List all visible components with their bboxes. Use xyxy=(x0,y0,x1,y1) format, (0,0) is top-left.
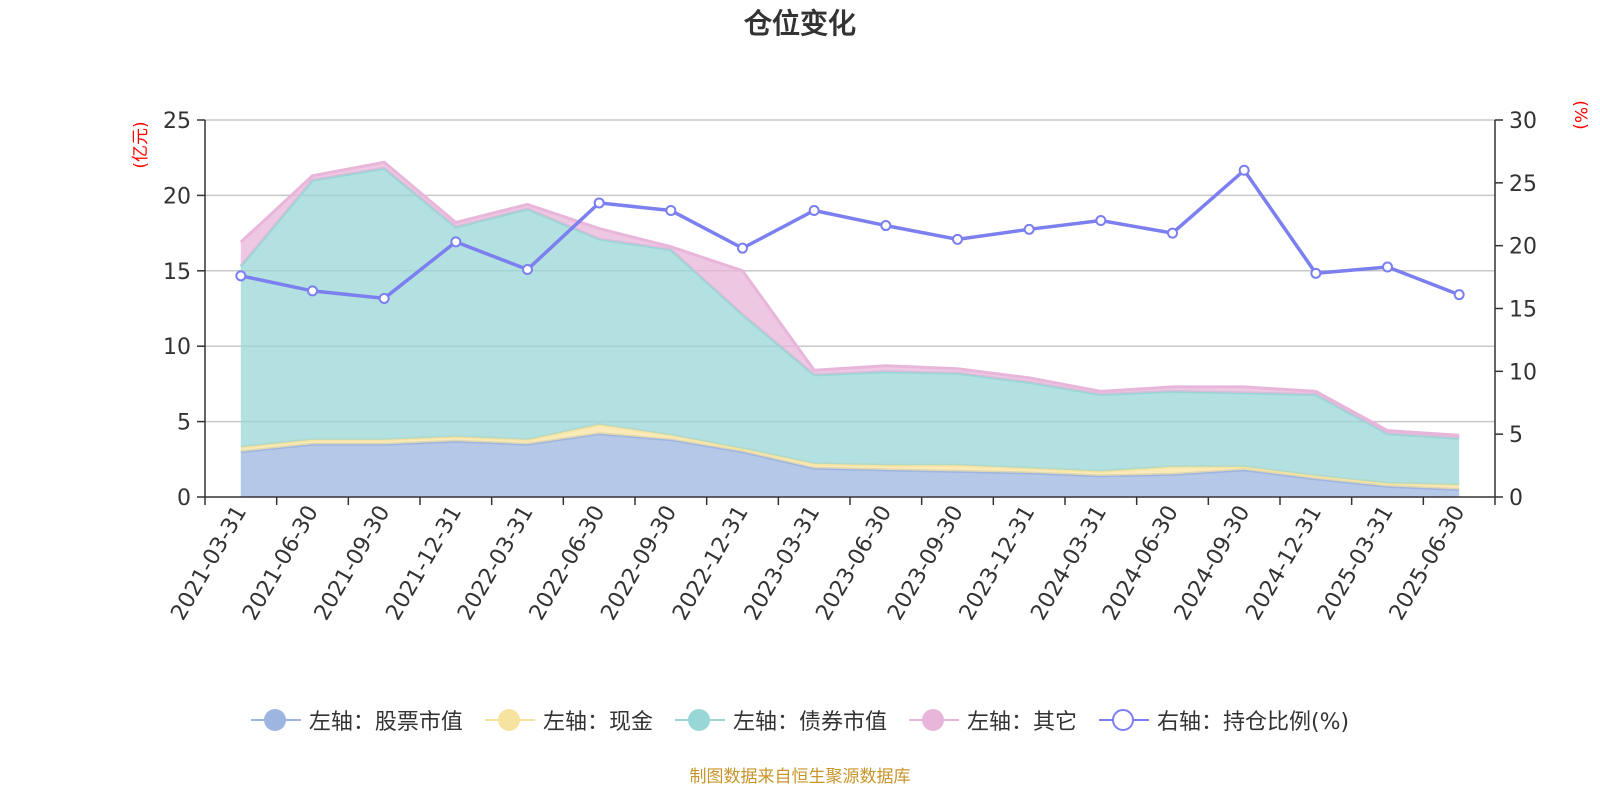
ratio-point xyxy=(1095,215,1107,227)
x-tick-label: 2025-06-30 xyxy=(1385,502,1471,625)
legend-label: 左轴：现金 xyxy=(542,710,653,735)
ratio-point xyxy=(235,270,247,282)
ratio-point xyxy=(737,242,748,254)
left-axis-unit-label: (亿元) xyxy=(131,121,151,168)
legend-item[interactable]: 左轴：现金 xyxy=(484,704,653,736)
right-tick-label: 10 xyxy=(1509,360,1537,385)
ratio-line xyxy=(235,164,1465,304)
legend-marker-icon xyxy=(250,705,301,735)
x-tick-label: 2022-12-31 xyxy=(668,502,754,625)
legend-item[interactable]: 左轴：其它 xyxy=(908,704,1077,736)
x-tick-label: 2024-12-31 xyxy=(1241,502,1327,625)
ratio-point xyxy=(522,264,533,276)
ratio-point xyxy=(1023,223,1035,235)
x-tick-label: 2022-03-31 xyxy=(453,502,539,625)
legend-label: 左轴：债券市值 xyxy=(732,710,887,735)
chart-title: 仓位变化 xyxy=(743,7,856,40)
ratio-point xyxy=(593,197,605,209)
source-note: 制图数据来自恒生聚源数据库 xyxy=(689,767,911,787)
ratio-point xyxy=(880,220,892,232)
legend-marker-icon xyxy=(484,705,535,735)
x-tick-label: 2021-03-31 xyxy=(166,502,252,625)
x-tick-label: 2023-03-31 xyxy=(740,502,826,625)
left-tick-label: 5 xyxy=(177,411,191,436)
ratio-point xyxy=(808,204,820,216)
x-tick-label: 2023-09-30 xyxy=(883,502,969,625)
area-左轴：股票市值 xyxy=(240,433,1460,497)
right-tick-label: 20 xyxy=(1509,235,1537,260)
x-tick-label: 2024-03-31 xyxy=(1026,502,1112,625)
right-tick-label: 0 xyxy=(1509,486,1523,511)
x-tick-label: 2021-09-30 xyxy=(310,501,396,624)
legend-label: 左轴：其它 xyxy=(966,710,1077,735)
right-tick-label: 5 xyxy=(1509,423,1523,448)
left-tick-label: 20 xyxy=(163,184,191,209)
x-tick-label: 2022-06-30 xyxy=(525,502,611,625)
left-tick-label: 25 xyxy=(163,109,191,134)
x-tick-label: 2023-12-31 xyxy=(955,502,1041,625)
x-tick-label: 2024-09-30 xyxy=(1170,502,1256,625)
x-tick-label: 2023-06-30 xyxy=(811,502,897,625)
right-tick-label: 25 xyxy=(1509,172,1537,197)
legend-label: 右轴：持仓比例(%) xyxy=(1156,710,1350,735)
x-tick-label: 2021-06-30 xyxy=(238,502,324,625)
chart-legend: 左轴：股票市值 左轴：现金 左轴：债券市值 左轴：其它 右轴：持仓比例(%) xyxy=(0,704,1600,736)
legend-label: 左轴：股票市值 xyxy=(308,710,463,735)
area-左轴：现金 xyxy=(240,424,1460,490)
legend-marker-icon xyxy=(674,705,725,735)
legend-item[interactable]: 左轴：股票市值 xyxy=(250,704,463,736)
ratio-point xyxy=(1238,164,1250,176)
ratio-point xyxy=(378,292,390,304)
area-edge xyxy=(239,160,1460,437)
ratio-point xyxy=(952,233,963,245)
chart-plot: 0 5 10 15 20 25 0 5 10 15 20 25 30 2021-03-312021-06-… xyxy=(131,100,1590,625)
right-tick-label: 15 xyxy=(1509,298,1537,323)
x-tick-label: 2025-03-31 xyxy=(1313,502,1399,625)
ratio-line-path xyxy=(240,167,1460,301)
right-tick-label: 30 xyxy=(1509,109,1537,134)
x-tick-label: 2022-09-30 xyxy=(596,502,682,625)
left-tick-label: 10 xyxy=(163,335,191,360)
left-tick-label: 0 xyxy=(177,486,191,511)
ratio-point xyxy=(1310,267,1322,279)
right-axis-unit-label: (%) xyxy=(1570,100,1590,129)
legend-item[interactable]: 右轴：持仓比例(%) xyxy=(1098,704,1350,736)
ratio-point xyxy=(665,204,677,216)
x-tick-label: 2024-06-30 xyxy=(1098,502,1184,625)
legend-marker-icon xyxy=(1098,705,1149,735)
ratio-point xyxy=(307,285,318,297)
ratio-point xyxy=(450,236,462,248)
x-tick-label: 2021-12-31 xyxy=(381,502,467,625)
area-左轴：债券市值 xyxy=(240,168,1460,485)
legend-marker-icon xyxy=(908,705,959,735)
ratio-point xyxy=(1382,261,1393,273)
legend-item[interactable]: 左轴：债券市值 xyxy=(674,704,887,736)
left-tick-label: 15 xyxy=(163,260,191,285)
stacked-areas xyxy=(239,160,1460,497)
ratio-point xyxy=(1453,289,1465,301)
ratio-point xyxy=(1167,227,1178,239)
